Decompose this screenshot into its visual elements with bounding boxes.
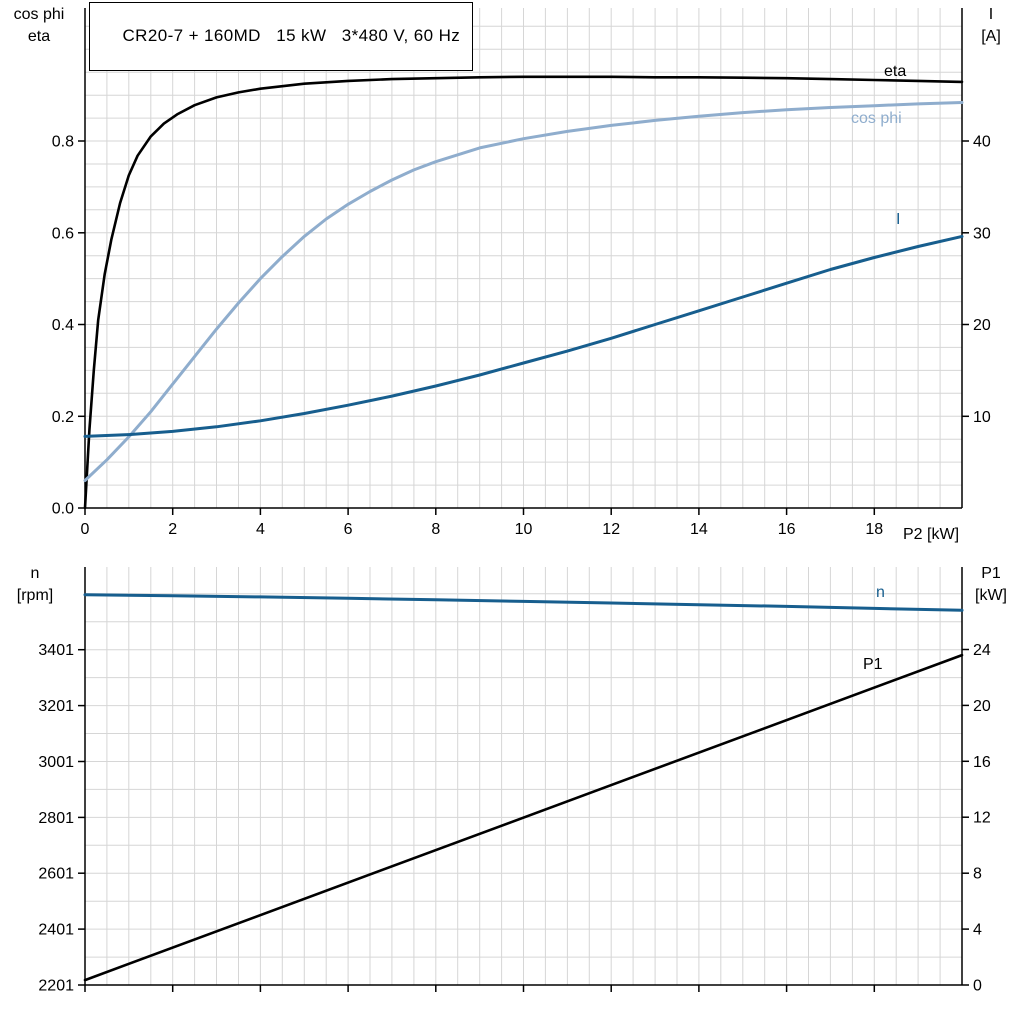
right-tick-label: 8 [973, 866, 982, 883]
left-tick-label: 0.6 [52, 225, 74, 242]
right-tick-label: 10 [973, 409, 991, 426]
right-tick-label: 20 [973, 698, 991, 715]
x-tick-label: 12 [602, 521, 620, 538]
chart-title: CR20-7 + 160MD 15 kW 3*480 V, 60 Hz [122, 26, 461, 45]
x-tick-label: 4 [256, 521, 265, 538]
curve-label-current: I [896, 211, 900, 228]
left-tick-label: 3001 [38, 754, 74, 771]
series-speed [83, 593, 964, 612]
left-tick-label: 0.4 [52, 317, 74, 334]
curve-label-cos-phi: cos phi [851, 110, 902, 127]
left-tick-label: 3401 [38, 642, 74, 659]
right-tick-label: 40 [973, 134, 991, 151]
series-current [83, 234, 964, 438]
bottom-left-axis-title: n [rpm] [16, 565, 54, 604]
left-tick-label: 2801 [38, 810, 74, 827]
right-tick-label: 16 [973, 754, 991, 771]
right-tick-label: 24 [973, 642, 991, 659]
top-right-axis-title: I [A] [981, 6, 1001, 45]
top-left-axis-title: cos phi eta [13, 6, 65, 45]
x-axis-title: P2 [kW] [903, 526, 960, 543]
series-cos-phi [83, 101, 964, 482]
right-tick-label: 20 [973, 317, 991, 334]
curve-label-speed: n [876, 584, 885, 601]
x-tick-label: 6 [344, 521, 353, 538]
series-power-p1 [83, 653, 964, 982]
left-tick-label: 2601 [38, 866, 74, 883]
bottom-right-axis-title: P1 [kW] [975, 565, 1007, 604]
left-tick-label: 0.0 [52, 501, 74, 518]
left-tick-label: 0.8 [52, 134, 74, 151]
curve-label-power-p1: P1 [863, 656, 883, 673]
x-tick-label: 8 [431, 521, 440, 538]
x-tick-label: 2 [168, 521, 177, 538]
curve-label-eta: eta [884, 63, 906, 80]
x-tick-label: 10 [515, 521, 533, 538]
right-tick-label: 4 [973, 922, 982, 939]
x-tick-label: 18 [865, 521, 883, 538]
x-tick-label: 0 [81, 521, 90, 538]
series-eta [83, 75, 964, 510]
left-tick-label: 2201 [38, 978, 74, 995]
x-tick-label: 14 [690, 521, 708, 538]
right-tick-label: 12 [973, 810, 991, 827]
x-tick-label: 16 [778, 521, 796, 538]
left-tick-label: 2401 [38, 922, 74, 939]
chart-title-box: CR20-7 + 160MD 15 kW 3*480 V, 60 Hz [89, 2, 474, 71]
right-tick-label: 0 [973, 978, 982, 995]
left-tick-label: 3201 [38, 698, 74, 715]
left-tick-label: 0.2 [52, 409, 74, 426]
right-tick-label: 30 [973, 225, 991, 242]
